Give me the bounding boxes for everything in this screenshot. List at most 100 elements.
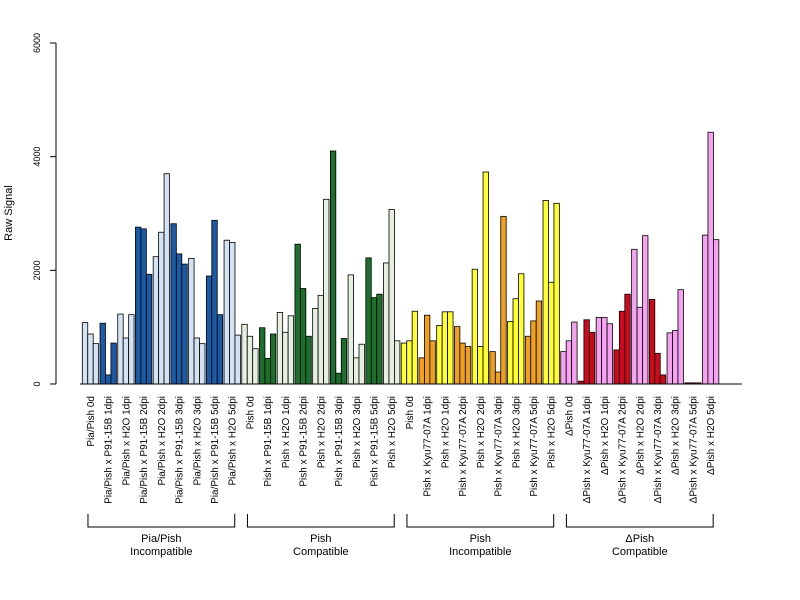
bar: [376, 293, 383, 385]
group-sublabel: Compatible: [612, 546, 668, 558]
bar: [436, 325, 443, 385]
bar: [276, 311, 284, 385]
bar: [659, 374, 667, 385]
x-tick-labels: Pia/Pish 0d Pia/Pish x P91-15B 1dpi Pia/Pi…: [86, 396, 717, 504]
bar: [259, 327, 266, 385]
bar: [135, 226, 142, 385]
x-tick-label: Pia/Pish x P91-15B 5dpi: [210, 396, 221, 504]
x-tick-label: Pia/Pish x P91-15B 3dpi: [175, 396, 186, 504]
bar: [383, 262, 390, 385]
bar: [606, 323, 613, 385]
bar: [648, 298, 656, 385]
group-label: Pish: [470, 533, 491, 545]
bar: [87, 333, 94, 385]
bar: [252, 348, 259, 385]
bar: [353, 357, 360, 385]
bar: [518, 273, 525, 385]
x-tick-label: Pish x Kyu77-07A 1dpi: [423, 396, 434, 497]
bar: [406, 340, 413, 385]
x-tick-label: Pish x H2O 3dpi: [352, 396, 363, 468]
x-tick-label: Pish x Kyu77-07A 3dpi: [494, 396, 505, 497]
bar: [471, 268, 478, 385]
bar: [429, 340, 436, 385]
bar: [193, 337, 200, 385]
bar: [654, 352, 661, 385]
bar: [117, 313, 124, 385]
bar: [394, 340, 401, 385]
bar: [317, 294, 324, 385]
bar: [365, 257, 372, 385]
x-tick-label: Pish x P91-15B 3dpi: [334, 396, 345, 487]
bar: [246, 335, 254, 385]
bar: [424, 314, 431, 385]
bar: [418, 357, 425, 385]
x-tick-label: ΔPish x Kyu77-07A 5dpi: [688, 396, 699, 503]
bar: [110, 342, 117, 385]
bar: [482, 171, 489, 385]
bar: [241, 323, 248, 385]
x-tick-label: ΔPish x H2O 5dpi: [706, 396, 717, 475]
bar: [631, 248, 638, 385]
bar: [282, 331, 289, 385]
group-bracket: [87, 514, 236, 528]
group-bracket: [406, 514, 555, 528]
x-tick-label: Pish x H2O 5dpi: [547, 396, 558, 468]
bar: [305, 335, 312, 385]
group-bracket: [246, 514, 395, 528]
group-label: ΔPish: [625, 533, 654, 545]
group-label: Pish: [310, 533, 331, 545]
bar: [588, 331, 596, 385]
y-tick-label: 0: [32, 381, 42, 386]
bar: [188, 257, 195, 385]
bar: [81, 322, 89, 385]
bar: [92, 343, 100, 385]
bar: [535, 300, 543, 385]
bar: [287, 315, 294, 385]
x-tick-label: Pish x P91-15B 5dpi: [370, 396, 381, 487]
bar: [571, 321, 578, 385]
bar: [560, 351, 567, 385]
x-tick-label: Pia/Pish 0d: [86, 396, 97, 447]
bar: [234, 334, 241, 385]
x-tick-label: Pia/Pish x H2O 1dpi: [121, 396, 132, 486]
x-tick-label: ΔPish 0d: [564, 396, 575, 436]
bar: [713, 239, 720, 385]
bar: [269, 333, 277, 385]
group-bracket: [565, 514, 714, 528]
bar: [500, 215, 507, 385]
bar: [140, 228, 147, 385]
x-tick-label: ΔPish x H2O 2dpi: [635, 396, 646, 475]
bar: [312, 308, 319, 385]
x-tick-label: ΔPish x H2O 1dpi: [600, 396, 611, 475]
bar: [666, 332, 673, 385]
bar: [553, 202, 560, 385]
bar: [702, 234, 709, 385]
bar: [340, 338, 348, 385]
bar: [152, 256, 160, 385]
bar: [512, 298, 519, 385]
bar: [99, 322, 106, 385]
bar: [477, 346, 484, 385]
bar: [595, 317, 603, 385]
bar: [642, 235, 649, 385]
x-tick-label: Pish x H2O 2dpi: [316, 396, 327, 468]
bar: [464, 346, 472, 385]
bar: [205, 275, 213, 385]
bar: [677, 289, 684, 385]
group-sublabel: Incompatible: [130, 546, 192, 558]
bar: [163, 173, 170, 385]
y-tick-label: 4000: [32, 147, 42, 167]
y-tick-label: 2000: [32, 260, 42, 280]
bar: [370, 297, 378, 385]
x-tick-label: Pish x H2O 2dpi: [476, 396, 487, 468]
bar: [181, 263, 188, 385]
x-tick-label: ΔPish x Kyu77-07A 1dpi: [582, 396, 593, 503]
bar: [411, 310, 419, 385]
bar: [672, 330, 679, 385]
group-label: Pia/Pish: [141, 533, 181, 545]
bar: [624, 293, 631, 385]
bar: [388, 209, 395, 385]
x-tick-label: Pish x H2O 1dpi: [281, 396, 292, 468]
x-tick-label: Pish 0d: [405, 396, 416, 429]
